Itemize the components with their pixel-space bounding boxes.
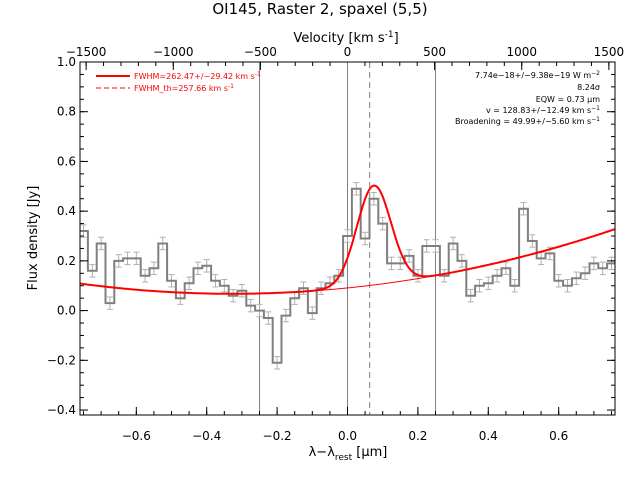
spectrum-line [80,187,615,364]
x-tick-label: −0.6 [122,429,151,443]
x-axis-ticks: −0.6 −0.4 −0.2 0.0 0.2 0.4 0.6 [83,407,612,443]
top-tick-label: 500 [423,45,446,59]
y-tick-label: 0.4 [57,204,76,218]
y-tick-label: 0.8 [57,105,76,119]
x-axis-title: λ−λrest [μm] [309,445,388,463]
top-axis-title: Velocity [km s-1] [293,30,398,46]
top-tick-label: −500 [244,45,277,59]
annotation-velocity: v = 128.83+/−12.49 km s−1 [486,105,600,115]
y-tick-label: 1.0 [57,55,76,69]
annotation-sigma: 8.24σ [577,83,600,92]
fit-series [79,184,616,295]
top-tick-label: −1500 [66,45,107,59]
top-tick-label: −1000 [153,45,194,59]
x-tick-label: 0.2 [408,429,427,443]
y-axis-ticks: −0.4 −0.2 0.0 0.2 0.4 0.6 0.8 1.0 [47,55,615,417]
spectrum-series [80,187,615,364]
x-tick-label: 0.6 [549,429,568,443]
top-axis-ticks: −1500 −1000 −500 0 500 1000 1500 [66,45,624,70]
legend: FWHM=262.47+/−29.42 km s-1 FWHM_th=257.6… [96,71,261,93]
y-tick-label: 0.0 [57,304,76,318]
y-tick-label: 0.6 [57,154,76,168]
x-tick-label: −0.2 [263,429,292,443]
y-tick-label: −0.2 [47,353,76,367]
x-tick-label: 0.4 [479,429,498,443]
legend-label-fwhm: FWHM=262.47+/−29.42 km s-1 [134,71,261,81]
y-axis-title: Flux density [Jy] [26,186,41,291]
top-tick-label: 1500 [594,45,625,59]
gaussian-fit-line [79,184,616,295]
annotation-broadening: Broadening = 49.99+/−5.60 km s−1 [455,116,600,126]
fit-annotations: 7.74e−18+/−9.38e−19 W m−2 8.24σ EQW = 0.… [455,70,600,126]
x-tick-label: −0.4 [192,429,221,443]
x-tick-label: 0.0 [338,429,357,443]
chart-title: OI145, Raster 2, spaxel (5,5) [212,0,427,18]
legend-label-fwhm-th: FWHM_th=257.66 km s-1 [134,83,234,93]
annotation-eqw: EQW = 0.73 μm [536,95,600,104]
annotation-flux: 7.74e−18+/−9.38e−19 W m−2 [475,70,600,80]
y-tick-label: 0.2 [57,254,76,268]
top-tick-label: 0 [344,45,352,59]
top-tick-label: 1000 [506,45,537,59]
y-tick-label: −0.4 [47,403,76,417]
